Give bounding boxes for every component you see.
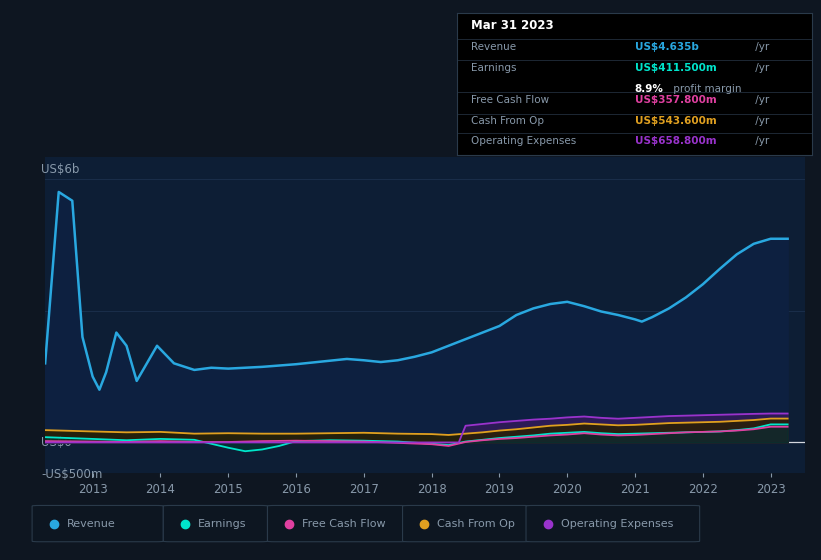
- Text: US$411.500m: US$411.500m: [635, 63, 717, 73]
- Text: /yr: /yr: [752, 63, 769, 73]
- FancyBboxPatch shape: [402, 506, 530, 542]
- Text: profit margin: profit margin: [670, 84, 741, 94]
- Text: US$543.600m: US$543.600m: [635, 116, 717, 127]
- Text: Cash From Op: Cash From Op: [471, 116, 544, 127]
- Text: US$658.800m: US$658.800m: [635, 136, 716, 146]
- Text: Free Cash Flow: Free Cash Flow: [302, 519, 386, 529]
- Text: US$4.635b: US$4.635b: [635, 41, 699, 52]
- FancyBboxPatch shape: [526, 506, 699, 542]
- Text: /yr: /yr: [752, 41, 769, 52]
- FancyBboxPatch shape: [32, 506, 163, 542]
- Text: 8.9%: 8.9%: [635, 84, 663, 94]
- FancyBboxPatch shape: [163, 506, 268, 542]
- Text: US$357.800m: US$357.800m: [635, 95, 717, 105]
- Text: /yr: /yr: [752, 116, 769, 127]
- Text: Cash From Op: Cash From Op: [438, 519, 515, 529]
- Text: Operating Expenses: Operating Expenses: [561, 519, 673, 529]
- Text: /yr: /yr: [752, 95, 769, 105]
- Text: Revenue: Revenue: [67, 519, 116, 529]
- Text: Revenue: Revenue: [471, 41, 516, 52]
- Text: US$6b: US$6b: [41, 162, 80, 176]
- Text: US$0: US$0: [41, 436, 72, 449]
- Text: /yr: /yr: [752, 136, 769, 146]
- Text: -US$500m: -US$500m: [41, 468, 103, 480]
- Text: Earnings: Earnings: [471, 63, 517, 73]
- Text: Earnings: Earnings: [198, 519, 246, 529]
- Text: Mar 31 2023: Mar 31 2023: [471, 19, 554, 32]
- FancyBboxPatch shape: [268, 506, 406, 542]
- Text: Free Cash Flow: Free Cash Flow: [471, 95, 549, 105]
- Text: Operating Expenses: Operating Expenses: [471, 136, 576, 146]
